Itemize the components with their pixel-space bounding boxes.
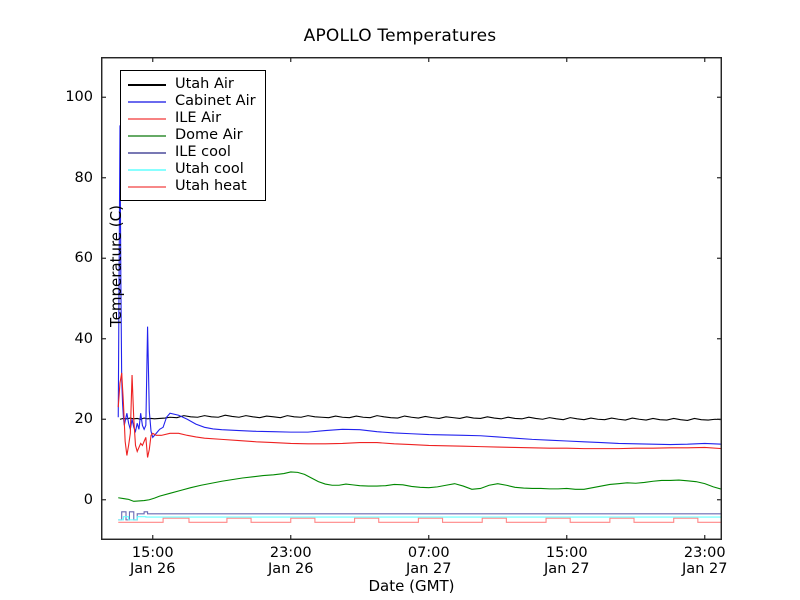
x-tick-time: 15:00: [131, 545, 174, 561]
plot-canvas: [101, 57, 722, 540]
legend-swatch-icon: [128, 117, 166, 120]
series-line-utah-cool: [118, 516, 722, 521]
x-axis-label: Date (GMT): [368, 577, 455, 595]
legend-label: Utah heat: [175, 178, 247, 195]
x-tick-date: Jan 27: [406, 560, 452, 577]
legend-swatch-icon: [128, 83, 166, 86]
legend-swatch-icon: [128, 185, 166, 188]
legend-item-ile-air: ILE Air: [128, 110, 256, 127]
series-line-utah-heat: [118, 517, 722, 523]
x-tick-label: 23:00 Jan 27: [645, 545, 765, 577]
legend-item-utah-heat: Utah heat: [128, 178, 256, 195]
axes-frame: [101, 57, 722, 540]
legend-label: ILE cool: [175, 144, 231, 161]
legend-swatch-icon: [128, 100, 166, 103]
legend-swatch-icon: [128, 168, 166, 171]
series-group: [117, 125, 722, 523]
legend-label: Utah Air: [175, 76, 234, 93]
axis-ticks: [101, 57, 722, 540]
legend-item-cabinet-air: Cabinet Air: [128, 93, 256, 110]
legend-swatch-icon: [128, 134, 166, 137]
y-tick-label: 60: [74, 250, 93, 267]
x-tick-label: 23:00 Jan 26: [231, 545, 351, 577]
legend-item-utah-air: Utah Air: [128, 76, 256, 93]
chart-legend: Utah Air Cabinet Air ILE Air Dome Air ILE co…: [120, 70, 266, 201]
x-tick-label: 15:00 Jan 26: [93, 545, 213, 577]
x-tick-time: 07:00: [407, 545, 450, 561]
series-line-utah-air: [119, 414, 722, 422]
legend-item-ile-cool: ILE cool: [128, 144, 256, 161]
x-tick-label: 07:00 Jan 27: [369, 545, 489, 577]
x-tick-date: Jan 27: [544, 560, 590, 577]
chart-title: APOLLO Temperatures: [303, 26, 497, 46]
x-tick-time: 23:00: [269, 545, 312, 561]
series-line-cabinet-air: [117, 125, 722, 446]
x-tick-label: 15:00 Jan 27: [507, 545, 627, 577]
plot-area: Temperature (C) Date (GMT) 0 20 40 60 80 100 …: [65, 57, 727, 595]
x-tick-date: Jan 27: [682, 560, 728, 577]
series-line-ile-air: [117, 372, 722, 458]
legend-label: Cabinet Air: [175, 93, 256, 110]
y-tick-label: 40: [74, 330, 93, 347]
legend-item-utah-cool: Utah cool: [128, 161, 256, 178]
x-tick-time: 23:00: [683, 545, 726, 561]
legend-label: Utah cool: [175, 161, 244, 178]
legend-item-dome-air: Dome Air: [128, 127, 256, 144]
legend-label: Dome Air: [175, 127, 243, 144]
legend-swatch-icon: [128, 151, 166, 154]
x-tick-time: 15:00: [545, 545, 588, 561]
y-tick-label: 0: [83, 491, 93, 508]
y-tick-label: 100: [65, 89, 93, 106]
legend-label: ILE Air: [175, 110, 222, 127]
y-tick-label: 80: [74, 169, 93, 186]
series-line-dome-air: [118, 471, 722, 502]
x-tick-date: Jan 26: [268, 560, 314, 577]
x-tick-date: Jan 26: [130, 560, 176, 577]
y-tick-label: 20: [74, 411, 93, 428]
axes-spine: [101, 57, 722, 540]
